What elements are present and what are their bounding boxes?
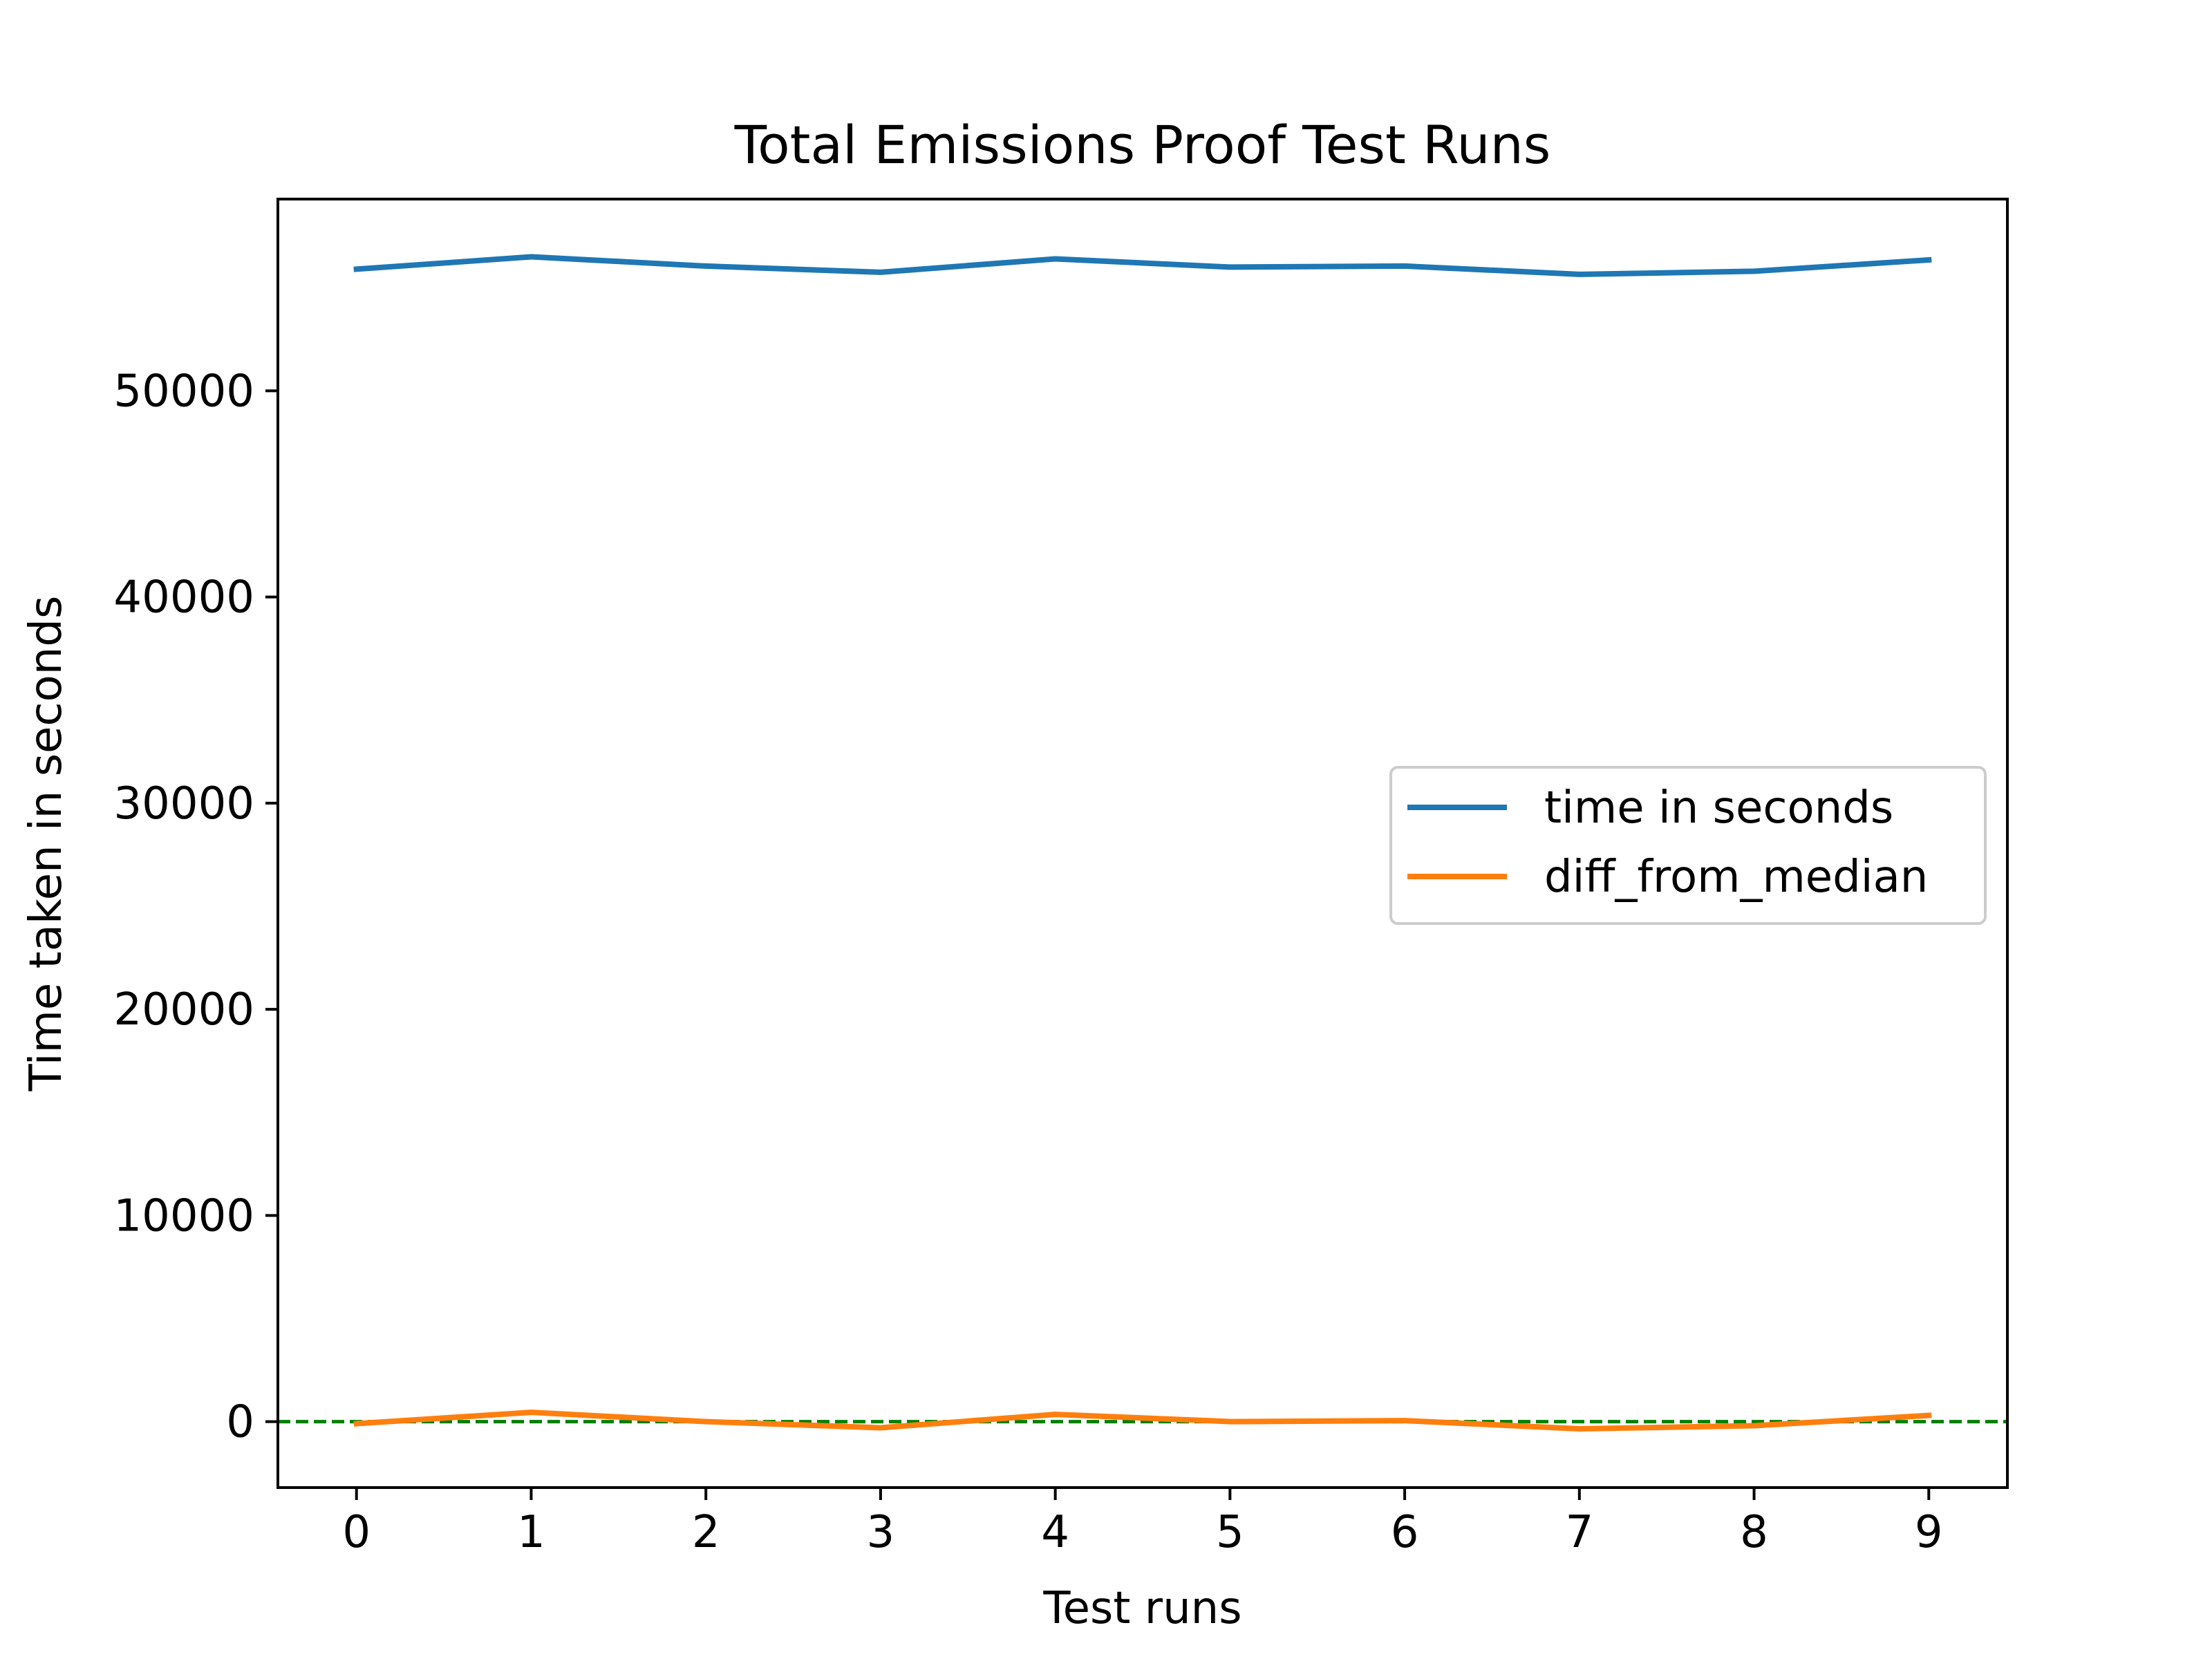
y-tick-label: 10000 [113, 1190, 254, 1241]
legend-entry-label: diff_from_median [1544, 852, 1928, 903]
x-tick-label: 2 [692, 1507, 720, 1558]
series-line-diff-from-median [353, 1409, 1932, 1432]
y-tick-label: 20000 [113, 984, 254, 1035]
x-tick-label: 1 [517, 1507, 545, 1558]
axes-frame [276, 198, 2009, 1489]
y-axis-label: Time taken in seconds [21, 596, 72, 1092]
x-axis-ticks: 0 1 2 3 4 5 6 7 8 9 [342, 1488, 1943, 1558]
y-tick-label: 40000 [113, 572, 254, 624]
x-axis-label: Test runs [1042, 1583, 1241, 1634]
x-tick-label: 0 [342, 1507, 371, 1558]
x-tick-label: 7 [1565, 1507, 1593, 1558]
x-tick-label: 8 [1740, 1507, 1768, 1558]
x-tick-label: 3 [867, 1507, 895, 1558]
y-tick-label: 0 [226, 1397, 254, 1448]
legend-entry-label: time in seconds [1544, 782, 1893, 834]
chart-title: Total Emissions Proof Test Runs [734, 114, 1551, 176]
y-tick-label: 50000 [113, 366, 254, 417]
x-tick-label: 4 [1041, 1507, 1069, 1558]
legend: time in seconds diff_from_median [1389, 766, 1987, 925]
y-tick-label: 30000 [113, 778, 254, 830]
x-tick-label: 5 [1216, 1507, 1244, 1558]
series-line-time-in-seconds [353, 254, 1932, 277]
plot-area [276, 198, 2009, 1489]
x-tick-label: 6 [1391, 1507, 1419, 1558]
legend-box [1389, 766, 1987, 925]
x-tick-label: 9 [1915, 1507, 1943, 1558]
y-axis-ticks: 0 10000 20000 30000 40000 50000 [113, 366, 278, 1448]
